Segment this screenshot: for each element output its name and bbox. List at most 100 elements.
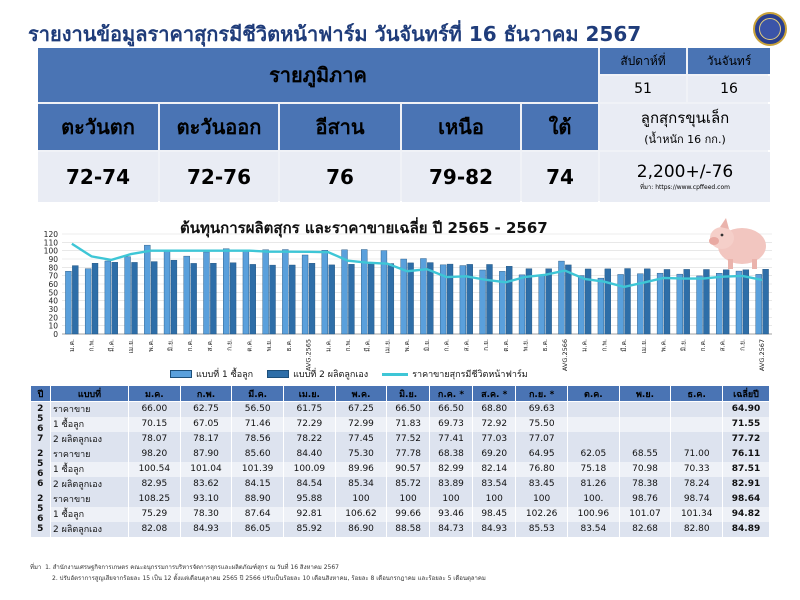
legend-swatch-series2 <box>267 370 290 378</box>
y-tick-label: 50 <box>48 288 58 297</box>
table-cell: 70.15 <box>128 416 181 432</box>
x-tick-label: AVG.2565 <box>305 339 313 371</box>
table-cell: 108.25 <box>128 491 181 507</box>
bar-series1 <box>439 264 447 335</box>
bar-series2 <box>190 263 197 335</box>
table-header-cell: ก.ย. * <box>515 385 569 402</box>
bar-series1 <box>341 249 348 335</box>
table-cell: 83.54 <box>472 476 517 492</box>
table-cell <box>567 431 620 447</box>
bar-series1 <box>144 244 151 335</box>
table-header-cell: มี.ค. <box>231 385 285 402</box>
region-name-east: ตะวันออก <box>160 104 278 150</box>
table-cell: 89.96 <box>335 461 388 477</box>
table-cell: 68.38 <box>429 446 474 462</box>
table-cell: 77.72 <box>722 431 770 447</box>
table-header-cell: ปี <box>30 385 51 402</box>
table-cell: 82.95 <box>128 476 181 492</box>
table-row: 2 5 6 6 ราคาขาย 98.20 87.90 85.60 84.40 75.30 77.7… <box>30 446 770 492</box>
bar-series2 <box>170 259 178 335</box>
table-row: 1 ซื้อลูก 70.15 67.05 71.46 72.29 72.99 71.83 6… <box>31 416 770 432</box>
bar-series1 <box>361 249 368 335</box>
table-cell: 78.22 <box>283 431 336 447</box>
table-cell <box>619 431 672 447</box>
x-tick-label: พ.ย. <box>265 339 273 351</box>
table-header-cell: เม.ย. <box>283 385 336 402</box>
region-name-northeast: อีสาน <box>280 104 400 150</box>
table-cell: 95.88 <box>283 491 336 507</box>
table-row: 2 ผลิตลูกเอง 82.95 83.62 84.15 84.54 85.34 85.… <box>31 476 770 492</box>
region-header: รายภูมิภาค <box>38 48 598 102</box>
table-cell: 101.39 <box>231 461 285 477</box>
x-tick-label: เม.ย. <box>383 339 391 353</box>
bar-series1 <box>617 274 624 335</box>
bar-series2 <box>111 262 118 335</box>
table-cell: 77.07 <box>515 431 569 447</box>
legend-label-series2: แบบที่ 2 ผลิตลูกเอง <box>293 370 369 380</box>
day-value: 16 <box>688 76 770 102</box>
bar-series2 <box>72 265 79 335</box>
row-label: ราคาขาย <box>50 446 129 462</box>
table-header-cell: ธ.ค. <box>670 385 724 402</box>
y-tick-label: 0 <box>53 330 58 339</box>
table-cell: 78.38 <box>619 476 672 492</box>
pig-icon <box>709 218 766 269</box>
y-tick-label: 20 <box>48 313 58 322</box>
row-label: ราคาขาย <box>50 401 129 417</box>
chart-title: ต้นทุนการผลิตสุกร และราคาขายเฉลี่ย ปี 25… <box>180 219 548 237</box>
table-header-cell: เฉลี่ยปี <box>722 385 770 402</box>
legend-item-series3: ราคาขายสุกรมีชีวิตหน้าฟาร์ม <box>382 367 528 381</box>
bar-series1 <box>558 260 565 335</box>
table-cell: 78.07 <box>128 431 181 447</box>
table-cell: 67.25 <box>335 401 388 417</box>
x-tick-label: พ.ย. <box>521 339 529 351</box>
bar-series2 <box>229 262 237 335</box>
table-cell: 100.54 <box>128 461 181 477</box>
day-label: วันจันทร์ <box>688 48 770 74</box>
x-tick-label: ต.ค. <box>245 339 253 352</box>
table-cell: 76.11 <box>722 446 770 462</box>
table-row: 2 5 6 7 ราคาขาย 66.00 62.75 56.50 61.75 67.25 66.5… <box>30 401 770 447</box>
bar-series2 <box>407 262 414 335</box>
table-cell: 78.17 <box>180 431 233 447</box>
bar-series1 <box>203 251 210 335</box>
y-tick-label: 60 <box>48 280 58 289</box>
x-tick-label: ส.ค. <box>462 339 470 351</box>
table-cell: 66.50 <box>429 401 474 417</box>
x-tick-label: มิ.ย. <box>166 339 174 351</box>
table-cell: 77.78 <box>386 446 430 462</box>
table-cell: 92.81 <box>283 506 336 522</box>
x-tick-label: พ.ค. <box>660 339 668 352</box>
bar-series2 <box>308 263 316 335</box>
table-cell: 71.83 <box>386 416 430 432</box>
table-cell: 78.30 <box>180 506 233 522</box>
legend-label-series3: ราคาขายสุกรมีชีวิตหน้าฟาร์ม <box>412 370 528 380</box>
region-price-south: 74 <box>522 152 598 202</box>
region-name-north: เหนือ <box>402 104 520 150</box>
table-cell: 85.53 <box>515 521 569 537</box>
table-header-cell: ก.พ. <box>179 385 233 402</box>
bar-series1 <box>716 273 723 335</box>
table-cell: 75.18 <box>567 461 620 477</box>
line-series3 <box>71 242 763 289</box>
y-tick-label: 100 <box>44 247 59 256</box>
table-cell: 100 <box>429 491 474 507</box>
table-cell: 100.09 <box>283 461 336 477</box>
bar-series2 <box>446 263 454 335</box>
table-cell: 85.72 <box>386 476 430 492</box>
bar-series2 <box>545 268 552 335</box>
table-cell: 56.50 <box>231 401 285 417</box>
y-tick-label: 10 <box>48 322 58 331</box>
legend-swatch-series3 <box>382 372 409 376</box>
row-label: 1 ซื้อลูก <box>50 461 129 477</box>
department-seal-icon <box>753 12 787 46</box>
table-cell: 77.03 <box>472 431 517 447</box>
bar-series1 <box>656 272 664 335</box>
table-cell: 87.51 <box>722 461 770 477</box>
table-cell: 69.20 <box>472 446 517 462</box>
table-cell: 85.92 <box>283 521 336 537</box>
piglet-label: ลูกสุกรขุนเล็ก <box>640 109 730 127</box>
bar-series2 <box>565 264 572 335</box>
bar-series2 <box>525 268 533 335</box>
